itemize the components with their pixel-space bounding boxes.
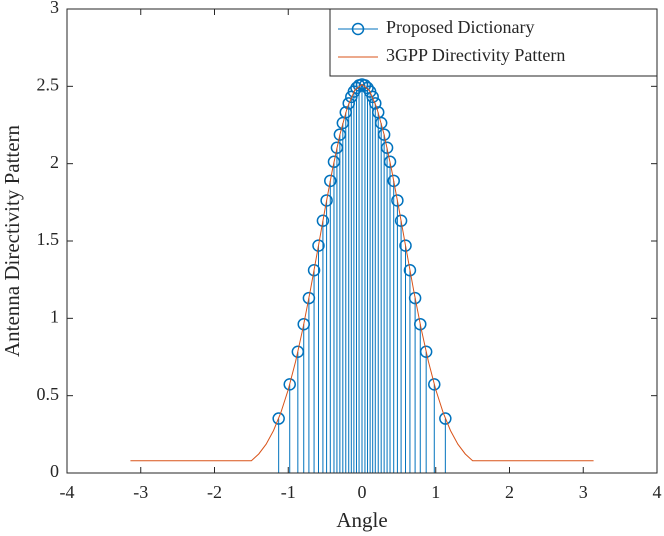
y-axis-label: Antenna Directivity Pattern — [0, 124, 24, 357]
stem-marker — [377, 128, 391, 141]
x-tick-label: 0 — [358, 482, 367, 502]
stem-marker — [383, 155, 397, 169]
y-tick-label: 0 — [50, 461, 59, 481]
x-tick-label: 2 — [505, 482, 514, 502]
stem-marker — [307, 263, 321, 277]
legend-label: 3GPP Directivity Pattern — [386, 45, 565, 65]
stem-marker — [283, 378, 296, 391]
legend: Proposed Dictionary 3GPP Directivity Patt… — [329, 8, 658, 77]
x-tick-label: -1 — [281, 482, 296, 502]
x-tick-label: -2 — [207, 482, 222, 502]
stem-marker — [408, 291, 422, 305]
stem-marker — [366, 90, 379, 104]
line — [130, 83, 594, 462]
stem-marker — [312, 239, 325, 252]
legend-marker — [351, 22, 365, 36]
stem-marker — [394, 214, 408, 227]
x-tick-label: -4 — [60, 482, 75, 502]
stem-marker — [316, 214, 330, 227]
y-tick-label: 2 — [50, 152, 59, 172]
legend-label: Proposed Dictionary — [386, 17, 534, 37]
stem-marker — [428, 378, 441, 391]
stem-marker — [439, 412, 452, 425]
x-tick-label: 1 — [431, 482, 440, 502]
stem-marker — [387, 174, 400, 188]
y-tick-label: 3 — [50, 0, 59, 17]
x-tick-label: -3 — [133, 482, 148, 502]
stem-marker — [324, 174, 337, 188]
stem-marker — [320, 194, 333, 207]
stem-marker — [369, 97, 382, 110]
legend-box — [329, 8, 658, 77]
stem-marker — [419, 345, 433, 358]
stem-marker — [399, 239, 412, 252]
y-tick-label: 0.5 — [37, 384, 60, 404]
x-tick-label: 4 — [653, 482, 662, 502]
y-tick-label: 1 — [50, 306, 59, 326]
y-tick-label: 1.5 — [37, 229, 60, 249]
x-tick-label: 3 — [579, 482, 588, 502]
stem-marker — [272, 412, 285, 425]
stem-marker — [414, 317, 427, 331]
y-tick-label: 2.5 — [37, 74, 60, 94]
stem-marker — [380, 141, 394, 154]
stem-marker — [374, 116, 388, 130]
x-axis-label: Angle — [336, 508, 387, 532]
stem-marker — [403, 263, 417, 277]
stem-marker — [391, 194, 404, 207]
